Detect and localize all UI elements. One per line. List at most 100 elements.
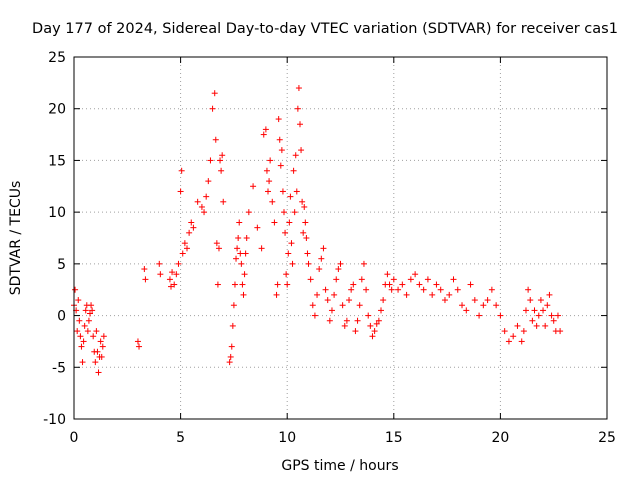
data-point — [97, 338, 104, 345]
data-point — [94, 348, 101, 355]
data-point — [292, 152, 299, 159]
data-point — [348, 286, 355, 293]
data-point — [72, 286, 79, 293]
data-point — [100, 333, 107, 340]
data-point — [93, 328, 100, 335]
data-point — [211, 90, 218, 97]
data-point — [76, 317, 83, 324]
x-ticks: 0 5 10 15 20 25 — [70, 57, 616, 446]
data-point — [228, 343, 235, 350]
data-point — [229, 322, 236, 329]
data-point — [518, 338, 525, 345]
data-point — [388, 286, 395, 293]
data-point — [296, 121, 303, 128]
data-point — [230, 302, 237, 309]
data-point — [82, 307, 89, 314]
data-point — [375, 317, 382, 324]
y-tick-label: 20 — [48, 102, 66, 118]
data-point — [258, 245, 265, 252]
data-point — [283, 271, 290, 278]
data-point — [346, 297, 353, 304]
data-point — [371, 328, 378, 335]
data-point — [212, 136, 219, 143]
data-point — [386, 281, 393, 288]
x-tick-label: 10 — [278, 430, 296, 446]
data-point — [156, 260, 163, 267]
data-point — [441, 297, 448, 304]
data-point — [525, 286, 532, 293]
data-point — [476, 312, 483, 319]
data-point — [78, 343, 85, 350]
data-point — [231, 281, 238, 288]
data-point — [302, 219, 309, 226]
data-point — [282, 229, 289, 236]
y-tick-label: -10 — [43, 412, 66, 428]
data-point — [234, 245, 241, 252]
data-point — [275, 116, 282, 123]
y-tick-label: 25 — [48, 50, 66, 66]
data-point — [271, 219, 278, 226]
data-point — [554, 312, 561, 319]
data-point — [178, 167, 185, 174]
data-point — [557, 328, 564, 335]
data-point — [242, 250, 249, 257]
data-point — [484, 297, 491, 304]
data-point — [522, 307, 529, 314]
data-point — [134, 338, 141, 345]
data-point — [284, 281, 291, 288]
data-point — [288, 240, 295, 247]
data-point — [173, 271, 180, 278]
data-point — [450, 276, 457, 283]
data-point — [369, 333, 376, 340]
data-point — [237, 250, 244, 257]
data-point — [168, 283, 175, 290]
data-point — [267, 157, 274, 164]
data-point — [335, 266, 342, 273]
data-point — [99, 343, 106, 350]
data-point — [542, 322, 549, 329]
data-point — [437, 286, 444, 293]
data-point — [213, 240, 220, 247]
data-points — [71, 85, 564, 376]
data-point — [316, 266, 323, 273]
data-point — [277, 162, 284, 169]
data-point — [463, 307, 470, 314]
data-point — [480, 302, 487, 309]
data-point — [501, 328, 508, 335]
data-point — [209, 105, 216, 112]
x-tick-label: 0 — [70, 430, 79, 446]
data-point — [265, 188, 272, 195]
data-point — [459, 302, 466, 309]
y-tick-label: -5 — [52, 360, 66, 376]
data-point — [84, 328, 91, 335]
data-point — [537, 297, 544, 304]
data-point — [527, 297, 534, 304]
data-point — [339, 302, 346, 309]
data-point — [320, 245, 327, 252]
data-point — [243, 235, 250, 241]
data-point — [276, 136, 283, 143]
data-point — [548, 312, 555, 319]
data-point — [360, 260, 367, 267]
data-point — [337, 260, 344, 267]
data-point — [235, 235, 242, 241]
x-tick-label: 15 — [385, 430, 403, 446]
data-point — [239, 281, 246, 288]
data-point — [363, 286, 370, 293]
data-point — [241, 271, 248, 278]
data-point — [207, 157, 214, 164]
data-point — [546, 291, 553, 298]
data-point — [540, 307, 547, 314]
data-point — [169, 269, 176, 276]
data-point — [305, 260, 312, 267]
data-point — [550, 317, 557, 324]
data-point — [471, 297, 478, 304]
data-point — [497, 312, 504, 319]
data-point — [326, 317, 333, 324]
data-point — [278, 147, 285, 154]
data-point — [291, 209, 298, 216]
data-point — [171, 281, 178, 288]
data-point — [467, 281, 474, 288]
data-point — [166, 276, 173, 283]
